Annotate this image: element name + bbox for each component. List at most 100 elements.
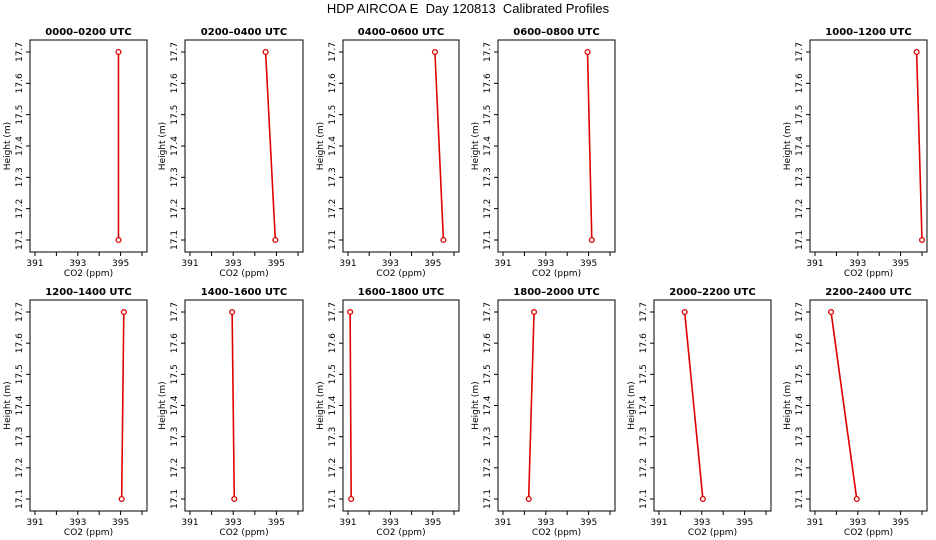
y-tick-label: 17.2	[15, 458, 25, 478]
panel-title: 1200–1400 UTC	[45, 287, 131, 298]
y-tick-label: 17.3	[170, 427, 180, 447]
x-tick-label: 391	[494, 518, 511, 528]
x-axis-label: CO2 (ppm)	[532, 528, 581, 538]
x-axis-label: CO2 (ppm)	[376, 528, 425, 538]
y-tick-label: 17.3	[170, 167, 180, 187]
x-axis-label: CO2 (ppm)	[219, 269, 268, 279]
y-tick-label: 17.1	[328, 489, 338, 509]
panel-title: 0000–0200 UTC	[45, 27, 131, 38]
y-tick-label: 17.1	[639, 489, 649, 509]
x-tick-label: 393	[537, 259, 554, 269]
data-point	[853, 495, 860, 503]
y-axis-label: Height (m)	[158, 381, 168, 429]
x-axis-label: CO2 (ppm)	[688, 528, 737, 538]
y-tick-label: 17.4	[170, 136, 180, 156]
y-tick-label: 17.5	[795, 105, 805, 125]
y-tick-label: 17.2	[483, 199, 493, 219]
panel-title: 0200–0400 UTC	[201, 27, 287, 38]
x-tick-label: 393	[693, 518, 710, 528]
y-tick-label: 17.5	[483, 105, 493, 125]
x-axis-label: CO2 (ppm)	[532, 269, 581, 279]
panel-title: 1400–1600 UTC	[201, 287, 287, 298]
data-point	[115, 48, 122, 56]
x-tick-label: 395	[580, 518, 597, 528]
y-tick-label: 17.3	[328, 427, 338, 447]
x-tick-label: 391	[339, 518, 356, 528]
x-tick-label: 393	[382, 518, 399, 528]
y-tick-label: 17.7	[483, 42, 493, 62]
x-tick-label: 395	[112, 518, 129, 528]
profile-line	[349, 311, 352, 500]
y-tick-label: 17.3	[328, 167, 338, 187]
data-point	[530, 308, 538, 316]
profile-line	[915, 51, 923, 241]
data-point	[431, 48, 438, 56]
panel-title: 0600–0800 UTC	[513, 27, 599, 38]
y-axis-label: Height (m)	[158, 122, 168, 170]
data-point	[681, 308, 688, 316]
x-tick-label: 391	[339, 259, 356, 269]
y-tick-label: 17.5	[639, 364, 649, 384]
x-axis-label: CO2 (ppm)	[844, 528, 893, 538]
data-point	[229, 308, 236, 316]
y-axis-label: Height (m)	[471, 381, 481, 429]
profile-line	[264, 51, 277, 241]
y-axis-label: Height (m)	[3, 122, 13, 170]
y-axis-label: Height (m)	[316, 122, 326, 170]
y-tick-label: 17.4	[639, 395, 649, 415]
data-point	[827, 308, 835, 316]
y-tick-label: 17.4	[170, 395, 180, 415]
x-tick-label: 391	[181, 518, 198, 528]
panel-title: 1000–1200 UTC	[825, 27, 911, 38]
y-tick-label: 17.1	[795, 489, 805, 509]
data-point	[120, 308, 127, 316]
plot-frame	[342, 299, 460, 512]
y-tick-label: 17.3	[639, 427, 649, 447]
y-tick-label: 17.2	[795, 199, 805, 219]
data-point	[118, 495, 125, 503]
y-tick-label: 17.1	[15, 230, 25, 250]
data-point	[913, 48, 920, 56]
y-tick-label: 17.5	[15, 105, 25, 125]
y-tick-label: 17.6	[795, 73, 805, 93]
data-point	[584, 48, 591, 56]
profile-line	[683, 311, 704, 500]
plot-frame	[653, 299, 772, 512]
x-tick-label: 393	[537, 518, 554, 528]
x-tick-label: 395	[112, 259, 129, 269]
data-point	[440, 236, 447, 244]
y-tick-label: 17.5	[483, 364, 493, 384]
y-tick-label: 17.6	[15, 333, 25, 353]
panel-title: 0400–0600 UTC	[358, 27, 444, 38]
data-point	[347, 308, 354, 316]
profile-line	[231, 311, 236, 500]
y-tick-label: 17.6	[328, 73, 338, 93]
y-tick-label: 17.3	[15, 167, 25, 187]
plot-frame	[184, 299, 304, 512]
x-tick-label: 391	[650, 518, 667, 528]
x-tick-label: 391	[494, 259, 511, 269]
y-tick-label: 17.1	[328, 230, 338, 250]
y-tick-label: 17.6	[483, 333, 493, 353]
y-tick-label: 17.7	[170, 42, 180, 62]
plot-frame	[497, 39, 616, 253]
profile-line	[434, 51, 445, 241]
data-point	[918, 236, 926, 244]
x-tick-label: 393	[382, 259, 399, 269]
plot-frame	[342, 39, 460, 253]
y-tick-label: 17.6	[328, 333, 338, 353]
y-tick-label: 17.6	[795, 333, 805, 353]
y-tick-label: 17.3	[795, 167, 805, 187]
y-tick-label: 17.7	[328, 302, 338, 322]
y-tick-label: 17.5	[170, 364, 180, 384]
profile-line	[830, 311, 858, 500]
y-tick-label: 17.5	[15, 364, 25, 384]
panel-title: 2200–2400 UTC	[825, 287, 911, 298]
